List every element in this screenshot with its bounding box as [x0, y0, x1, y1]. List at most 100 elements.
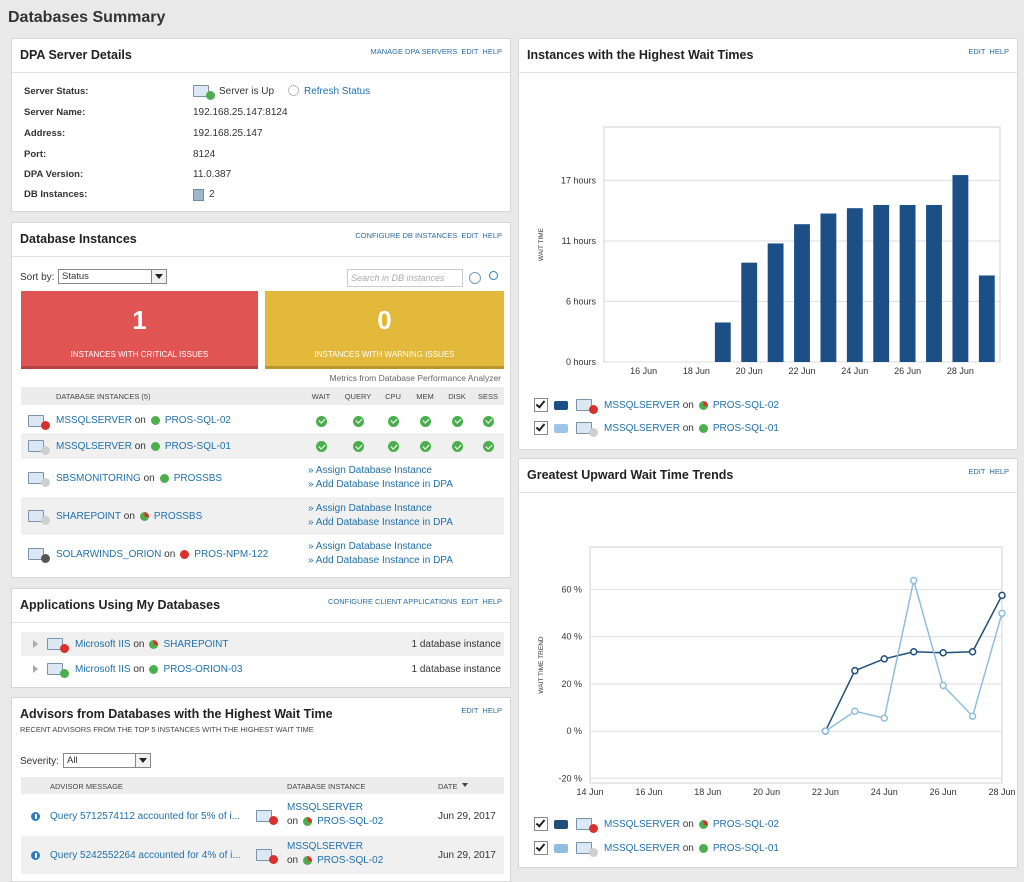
element-element — [151, 270, 166, 283]
legend-swatch — [554, 819, 568, 829]
host-link[interactable]: PROS-SQL-02 — [317, 855, 384, 866]
action-link[interactable]: » Add Database Instance in DPA — [308, 479, 453, 490]
critical-count: 1 — [132, 305, 147, 335]
severity-select[interactable]: All — [63, 753, 151, 768]
panel-link[interactable]: HELP — [482, 597, 502, 606]
legend-host[interactable]: PROS-SQL-01 — [712, 422, 779, 434]
legend-entry: MSSQLSERVER on PROS-SQL-02 — [534, 398, 779, 414]
instance-link[interactable]: SOLARWINDS_ORION — [56, 548, 162, 560]
chk-element — [452, 415, 463, 427]
refresh-link[interactable]: Refresh Status — [304, 86, 371, 97]
db-icon — [193, 189, 204, 201]
panel-link[interactable]: HELP — [989, 47, 1009, 56]
chart-title: Instances with the Highest Wait Times — [527, 48, 754, 62]
panel-link[interactable]: EDIT — [461, 597, 479, 606]
panel-link[interactable]: CONFIGURE CLIENT APPLICATIONS — [327, 597, 458, 606]
panel-links: CONFIGURE DB INSTANCES EDIT HELP — [351, 231, 502, 240]
cb-element[interactable] — [534, 817, 548, 831]
warning-box[interactable]: 0 INSTANCES WITH WARNING ISSUES — [265, 291, 504, 369]
advisors-panel: Advisors from Databases with the Highest… — [11, 697, 511, 882]
panel-link[interactable]: EDIT — [968, 467, 986, 476]
ri-element: SHAREPOINT on PROSSBS — [28, 497, 202, 535]
applications-panel: Applications Using My Databases CONFIGUR… — [11, 588, 511, 688]
host-link[interactable]: PROSSBS — [173, 472, 223, 484]
page-title: Databases Summary — [8, 9, 166, 26]
connector: on — [682, 818, 694, 830]
legend-name[interactable]: MSSQLSERVER — [604, 842, 680, 854]
host-link[interactable]: PROS-SQL-02 — [164, 415, 231, 426]
dot-element — [150, 416, 160, 425]
action-link[interactable]: » Add Database Instance in DPA — [308, 517, 453, 528]
info-element — [31, 812, 40, 821]
mon-element — [576, 422, 598, 437]
clear-icon[interactable] — [469, 272, 481, 284]
instance-link[interactable]: MSSQLSERVER — [287, 802, 363, 813]
bd-element — [269, 816, 278, 825]
bd-element — [589, 428, 598, 437]
instance-link[interactable]: MSSQLSERVER — [287, 841, 363, 852]
legend-entry: MSSQLSERVER on PROS-SQL-02 — [534, 817, 779, 833]
action-link[interactable]: » Assign Database Instance — [308, 541, 432, 552]
instance-link[interactable]: MSSQLSERVER — [56, 415, 132, 426]
legend-host[interactable]: PROS-SQL-02 — [712, 399, 779, 411]
action-link[interactable]: » Assign Database Instance — [308, 503, 432, 514]
legend-host[interactable]: PROS-SQL-02 — [712, 818, 779, 830]
host-link[interactable]: PROS-ORION-03 — [163, 663, 243, 675]
field-value: 8124 — [193, 149, 216, 160]
search-box[interactable]: Search in DB instances — [347, 269, 463, 287]
panel-links: CONFIGURE CLIENT APPLICATIONS EDIT HELP — [324, 597, 502, 606]
chk-element — [483, 441, 494, 452]
panel-link[interactable]: EDIT — [461, 706, 479, 715]
advisor-link[interactable]: Query 5242552264 accounted for 4% of i..… — [50, 850, 241, 861]
divider — [12, 72, 510, 73]
connector: on — [287, 816, 299, 827]
divider — [12, 256, 510, 257]
instance-link[interactable]: MSSQLSERVER — [56, 440, 132, 452]
cb-element[interactable] — [534, 398, 548, 412]
panel-links: EDIT HELP — [457, 706, 502, 715]
cb-element[interactable] — [534, 841, 548, 855]
panel-link[interactable]: EDIT — [461, 47, 479, 56]
legend-name[interactable]: MSSQLSERVER — [604, 422, 680, 434]
action-link[interactable]: » Assign Database Instance — [308, 465, 432, 476]
legend-name[interactable]: MSSQLSERVER — [604, 399, 680, 411]
cb-element[interactable] — [534, 421, 548, 435]
chk-element — [388, 415, 399, 427]
search-icon[interactable] — [489, 271, 498, 280]
sort-select[interactable]: Status — [58, 269, 167, 284]
application-link[interactable]: Microsoft IIS — [75, 638, 131, 650]
panel-link[interactable]: MANAGE DPA SERVERS — [370, 47, 458, 56]
trends-panel: Greatest Upward Wait Time Trends EDIT HEL… — [518, 458, 1018, 868]
legend-host[interactable]: PROS-SQL-01 — [712, 842, 779, 854]
panel-link[interactable]: EDIT — [968, 47, 986, 56]
critical-box[interactable]: 1 INSTANCES WITH CRITICAL ISSUES — [21, 291, 258, 369]
legend-swatch — [554, 423, 568, 433]
dot-element — [159, 473, 169, 483]
host-link[interactable]: SHAREPOINT — [163, 638, 229, 650]
host-link[interactable]: PROS-SQL-02 — [317, 816, 384, 827]
dot-element — [180, 549, 190, 559]
action-link[interactable]: » Add Database Instance in DPA — [308, 555, 453, 566]
panel-link[interactable]: HELP — [482, 231, 502, 240]
advisor-link[interactable]: Query 5712574112 accounted for 5% of i..… — [50, 811, 240, 822]
ri-element: SOLARWINDS_ORION on PROS-NPM-122 — [28, 535, 268, 573]
host-link[interactable]: PROS-NPM-122 — [194, 548, 269, 560]
dot-element — [149, 664, 159, 674]
field-label: Address: — [24, 128, 66, 139]
bd-element — [269, 855, 278, 864]
panel-link[interactable]: HELP — [482, 47, 502, 56]
panel-link[interactable]: CONFIGURE DB INSTANCES — [355, 231, 458, 240]
host-link[interactable]: PROS-SQL-01 — [164, 440, 231, 452]
instance-link[interactable]: SBSMONITORING — [56, 472, 141, 484]
bd-element — [60, 669, 69, 678]
application-link[interactable]: Microsoft IIS — [75, 663, 131, 675]
warning-label: INSTANCES WITH WARNING ISSUES — [314, 350, 455, 359]
panel-link[interactable]: HELP — [989, 467, 1009, 476]
panel-link[interactable]: EDIT — [461, 231, 479, 240]
legend-name[interactable]: MSSQLSERVER — [604, 818, 680, 830]
host-link[interactable]: PROSSBS — [153, 510, 203, 522]
mon-element — [28, 414, 50, 430]
critical-label: INSTANCES WITH CRITICAL ISSUES — [70, 350, 209, 359]
instance-link[interactable]: SHAREPOINT — [56, 510, 122, 522]
panel-link[interactable]: HELP — [482, 706, 502, 715]
